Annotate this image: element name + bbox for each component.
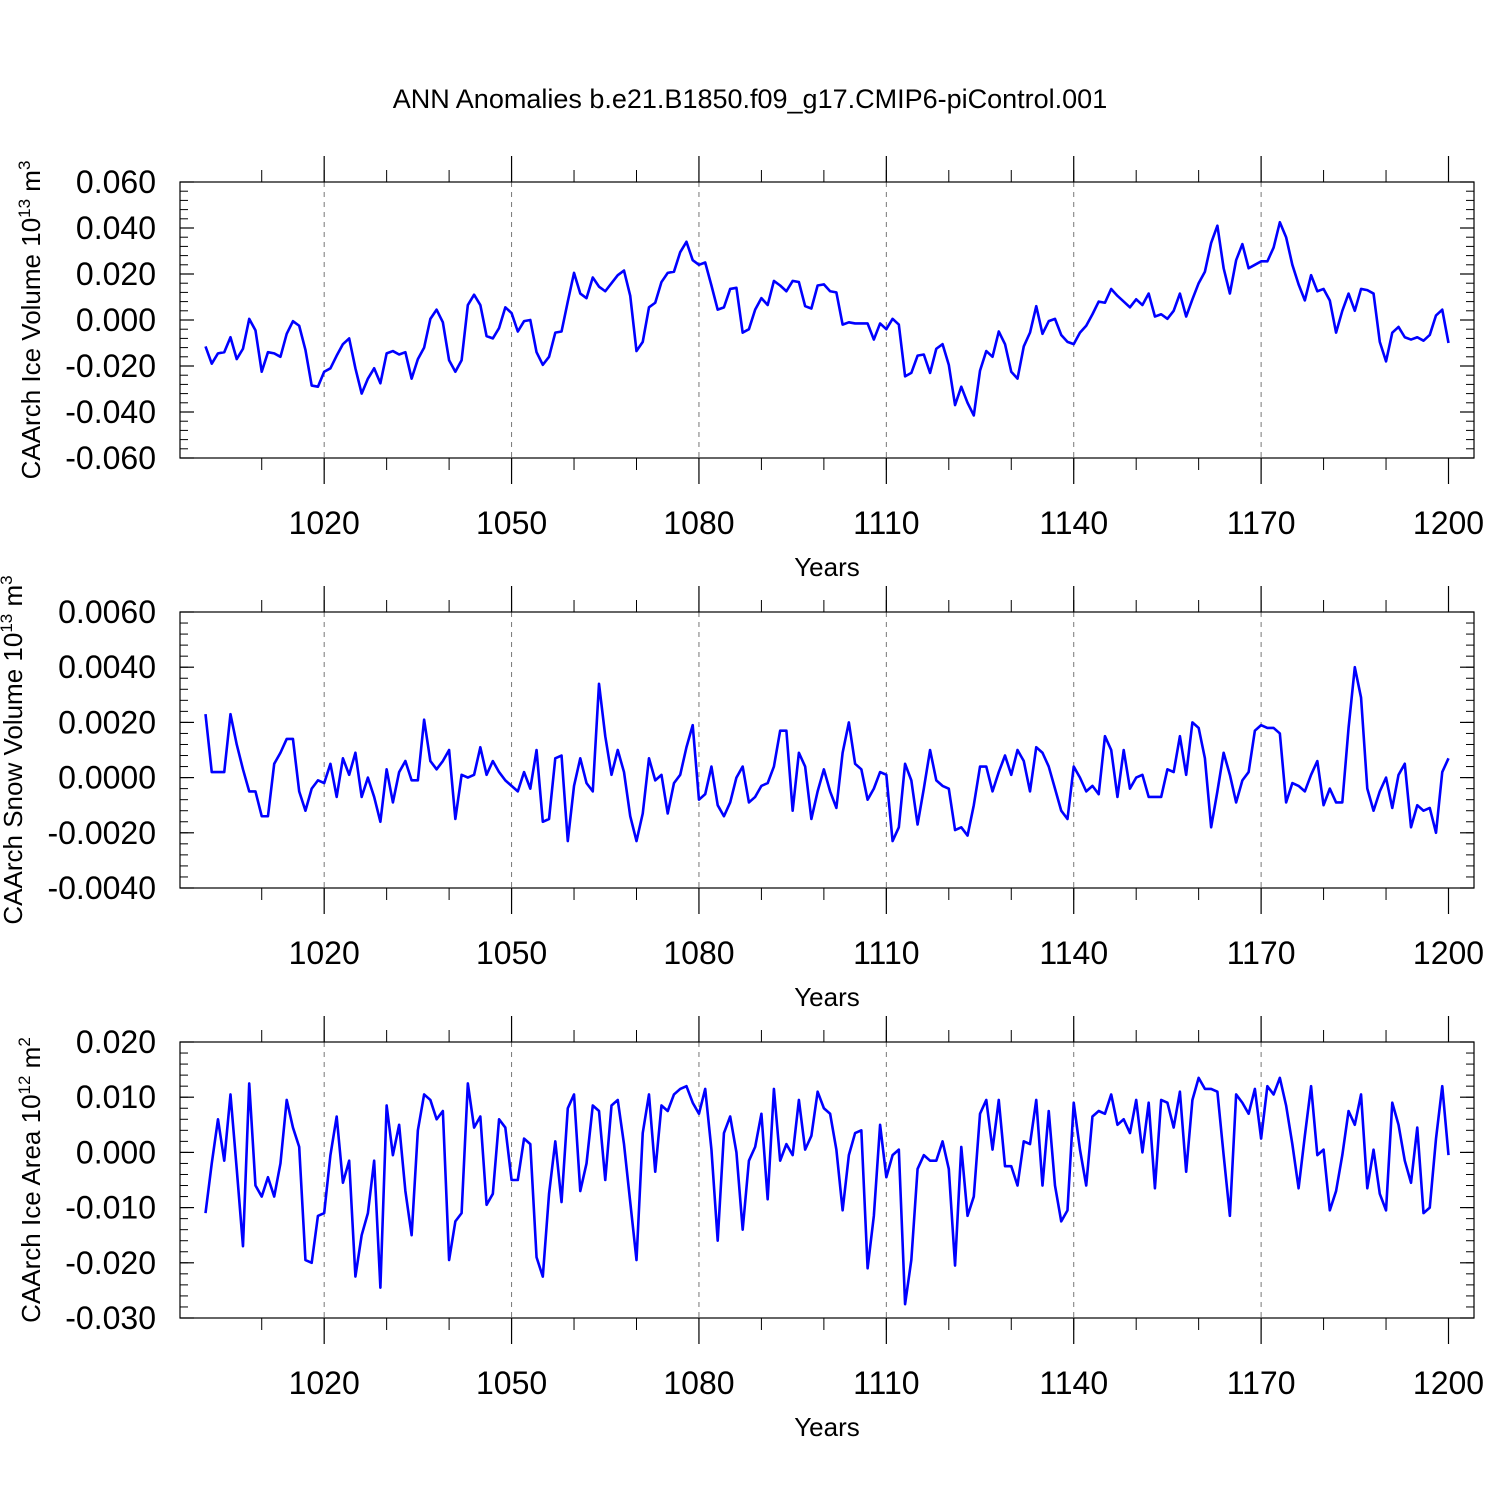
y-tick-label: 0.000 [76, 1134, 156, 1170]
y-axis-label-superscript: 3 [15, 161, 34, 170]
data-series-line [204, 1076, 1450, 1306]
y-axis-label-part: CAArch Ice Area 10 [16, 1094, 46, 1322]
x-tick-label: 1200 [1413, 935, 1484, 971]
y-tick-label: 0.020 [76, 1024, 156, 1060]
y-tick-label: -0.040 [65, 394, 156, 430]
y-axis-label-part: CAArch Snow Volume 10 [0, 633, 28, 925]
x-axis-label: Years [794, 982, 860, 1012]
x-tick-label: 1170 [1227, 1365, 1296, 1401]
x-tick-label: 1050 [476, 505, 547, 541]
chart-panel-3: -0.030 -0.020 -0.010 0.000 0.010 0.020 1020 105… [15, 1016, 1484, 1442]
y-tick-label: -0.010 [65, 1190, 156, 1226]
y-tick-label: 0.010 [76, 1079, 156, 1115]
y-tick-label: 0.060 [76, 164, 156, 200]
data-series-line [204, 665, 1450, 843]
y-axis-label-part: m [16, 1047, 46, 1076]
x-tick-label: 1140 [1039, 1365, 1108, 1401]
y-tick-label: 0.0000 [58, 760, 156, 796]
x-tick-label: 1020 [289, 935, 360, 971]
x-tick-label: 1110 [853, 935, 919, 971]
x-tick-label: 1170 [1227, 505, 1296, 541]
x-tick-label: 1200 [1413, 505, 1484, 541]
y-tick-label: -0.060 [65, 440, 156, 476]
x-axis-label: Years [794, 552, 860, 582]
y-tick-label: 0.020 [76, 256, 156, 292]
y-tick-label: -0.0040 [47, 870, 156, 906]
x-axis-label: Years [794, 1412, 860, 1442]
y-tick-label: 0.0060 [58, 594, 156, 630]
x-tick-label: 1080 [663, 1365, 734, 1401]
y-tick-label: -0.020 [65, 1245, 156, 1281]
plot-frame [179, 1041, 1475, 1319]
y-axis-label-superscript: 13 [15, 199, 34, 218]
x-tick-label: 1200 [1413, 1365, 1484, 1401]
y-axis-label-part: CAArch Ice Volume 10 [16, 218, 46, 480]
y-tick-label: -0.0020 [47, 815, 156, 851]
y-tick-label: 0.040 [76, 210, 156, 246]
x-tick-label: 1170 [1227, 935, 1296, 971]
x-tick-label: 1140 [1039, 935, 1108, 971]
y-tick-label: 0.0040 [58, 649, 156, 685]
y-tick-label: -0.030 [65, 1300, 156, 1336]
figure-title: ANN Anomalies b.e21.B1850.f09_g17.CMIP6-… [392, 84, 1108, 114]
x-tick-label: 1050 [476, 1365, 547, 1401]
y-tick-label: 0.0020 [58, 704, 156, 740]
plot-frame [179, 611, 1475, 889]
data-series-line [204, 220, 1450, 417]
x-tick-label: 1140 [1039, 505, 1108, 541]
y-axis-label-superscript: 12 [15, 1076, 34, 1095]
x-tick-label: 1110 [853, 505, 919, 541]
x-tick-label: 1080 [663, 935, 734, 971]
y-axis-label: CAArch Ice Volume 1013 m3 [15, 161, 46, 480]
y-axis-label: CAArch Ice Area 1012 m2 [15, 1037, 46, 1323]
y-axis-label-part: m [0, 585, 28, 614]
x-tick-label: 1080 [663, 505, 734, 541]
x-tick-label: 1020 [289, 505, 360, 541]
y-axis-label-part: m [16, 170, 46, 199]
y-axis-label-superscript: 13 [0, 614, 16, 633]
x-tick-label: 1020 [289, 1365, 360, 1401]
x-tick-label: 1050 [476, 935, 547, 971]
chart-panel-2: -0.0040 -0.0020 0.0000 0.0020 0.0040 0.0060 10… [0, 575, 1484, 1012]
x-tick-label: 1110 [853, 1365, 919, 1401]
chart-panel-1: -0.060 -0.040 -0.020 0.000 0.020 0.040 0.060 10… [15, 156, 1484, 582]
y-tick-label: 0.000 [76, 302, 156, 338]
y-axis-label-superscript: 3 [0, 575, 16, 584]
y-tick-label: -0.020 [65, 348, 156, 384]
y-axis-label: CAArch Snow Volume 1013 m3 [0, 575, 28, 924]
y-axis-label-superscript: 2 [15, 1037, 34, 1046]
